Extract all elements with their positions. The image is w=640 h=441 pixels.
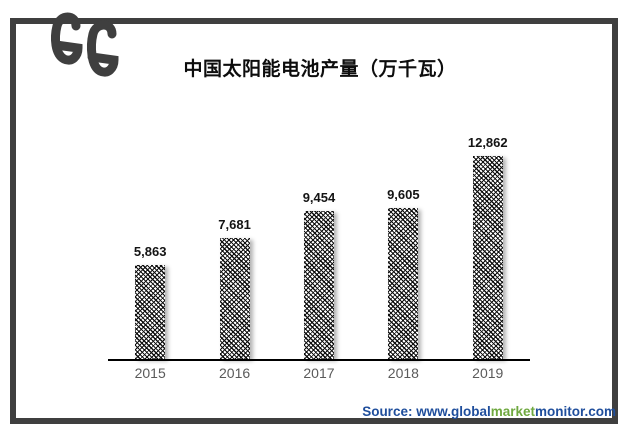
- bar-2016[interactable]: [219, 238, 250, 359]
- bar-group-2016: 7,681: [193, 120, 277, 359]
- bar-2015[interactable]: [135, 265, 166, 359]
- bar-value-label: 9,454: [302, 190, 336, 205]
- bar-value-label: 9,605: [387, 187, 420, 202]
- bar-2019[interactable]: [472, 156, 503, 359]
- source-brand-monitor: monitor: [534, 404, 585, 419]
- gmm-double-loop-logo-icon: [42, 4, 138, 86]
- bar-value-label: 12,862: [467, 135, 508, 150]
- x-tick-2019: 2019: [472, 365, 504, 381]
- source-brand-market: market: [490, 404, 535, 419]
- decorative-frame: [10, 18, 618, 424]
- x-tick-2016: 2016: [219, 365, 251, 381]
- bar-group-2019: 12,862: [446, 120, 530, 359]
- bar-series: 5,863 7,681 9,454 9,605 12,862: [108, 120, 530, 359]
- bar-value-label: 7,681: [218, 217, 251, 232]
- bar-group-2015: 5,863: [108, 120, 192, 359]
- x-tick-2017: 2017: [303, 365, 335, 381]
- source-brand-global: global: [450, 404, 491, 419]
- bar-2018[interactable]: [388, 208, 419, 359]
- x-axis-line: [108, 359, 530, 361]
- bar-2017[interactable]: [303, 211, 334, 359]
- source-tld: .com: [584, 404, 616, 419]
- source-prefix: Source: www.: [362, 404, 451, 419]
- bar-value-label: 5,863: [133, 244, 167, 259]
- source-attribution[interactable]: Source: www.globalmarketmonitor.com: [362, 404, 616, 419]
- x-tick-2018: 2018: [387, 365, 419, 381]
- page-title: 中国太阳能电池产量（万千瓦）: [183, 58, 457, 80]
- bar-group-2018: 9,605: [361, 120, 445, 359]
- x-axis-tick-labels: 2015 2016 2017 2018 2019: [108, 365, 530, 381]
- bar-group-2017: 9,454: [277, 120, 361, 359]
- x-tick-2015: 2015: [134, 365, 166, 381]
- plot-area: 5,863 7,681 9,454 9,605 12,862: [108, 120, 530, 361]
